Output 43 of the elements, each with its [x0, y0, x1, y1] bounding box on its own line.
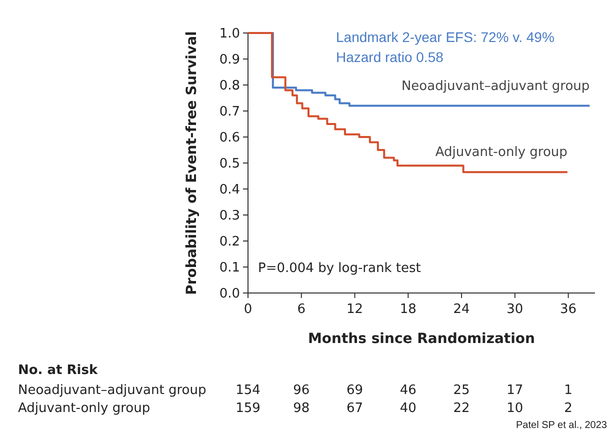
text: 1: [564, 383, 572, 398]
text: 46: [400, 383, 416, 398]
y-tick-label: 0.7: [219, 104, 240, 120]
y-tick-label: 0.9: [219, 52, 240, 68]
y-tick-label: 1.0: [219, 26, 240, 42]
annotation: P=0.004 by log-rank test: [258, 261, 421, 276]
y-tick-label: 0.8: [219, 78, 240, 94]
annotation: Landmark 2-year EFS: 72% v. 49%: [336, 29, 554, 45]
y-tick-label: 0.6: [219, 130, 240, 146]
text: 98: [293, 401, 310, 416]
y-tick-label: 0.1: [219, 260, 240, 276]
y-tick-label: 0.2: [219, 234, 240, 250]
text: 69: [346, 383, 364, 398]
y-tick-label: 0.4: [219, 182, 240, 198]
text: 40: [400, 401, 416, 416]
text: 159: [236, 401, 260, 416]
annotation: Hazard ratio 0.58: [336, 49, 444, 65]
x-tick-label: 36: [560, 302, 577, 317]
text: Patel SP et al., 2023: [516, 420, 608, 431]
text: 154: [236, 383, 260, 398]
series-label: Neoadjuvant–adjuvant group: [401, 78, 590, 94]
y-tick-label: 0.3: [219, 208, 240, 224]
x-tick-label: 12: [346, 302, 364, 317]
text: Adjuvant-only group: [18, 401, 150, 416]
text: 25: [453, 383, 470, 398]
y-axis-title: Probability of Event-free Survival: [184, 31, 200, 295]
x-tick-label: 6: [297, 302, 306, 317]
x-tick-label: 0: [244, 302, 252, 317]
text: 10: [506, 401, 524, 416]
text: 67: [346, 401, 364, 416]
x-tick-label: 24: [453, 302, 470, 317]
text: 2: [564, 401, 572, 416]
x-tick-label: 30: [506, 302, 524, 317]
x-axis-title: Months since Randomization: [308, 331, 536, 347]
text: 17: [506, 383, 524, 398]
text: No. at Risk: [18, 363, 98, 378]
text: 22: [453, 401, 470, 416]
y-tick-label: 0.5: [219, 156, 240, 172]
series-label: Adjuvant-only group: [435, 145, 568, 160]
text: 96: [293, 383, 310, 398]
x-tick-label: 18: [400, 302, 416, 317]
text: Neoadjuvant–adjuvant group: [18, 383, 206, 398]
y-tick-label: 0.0: [219, 286, 240, 302]
